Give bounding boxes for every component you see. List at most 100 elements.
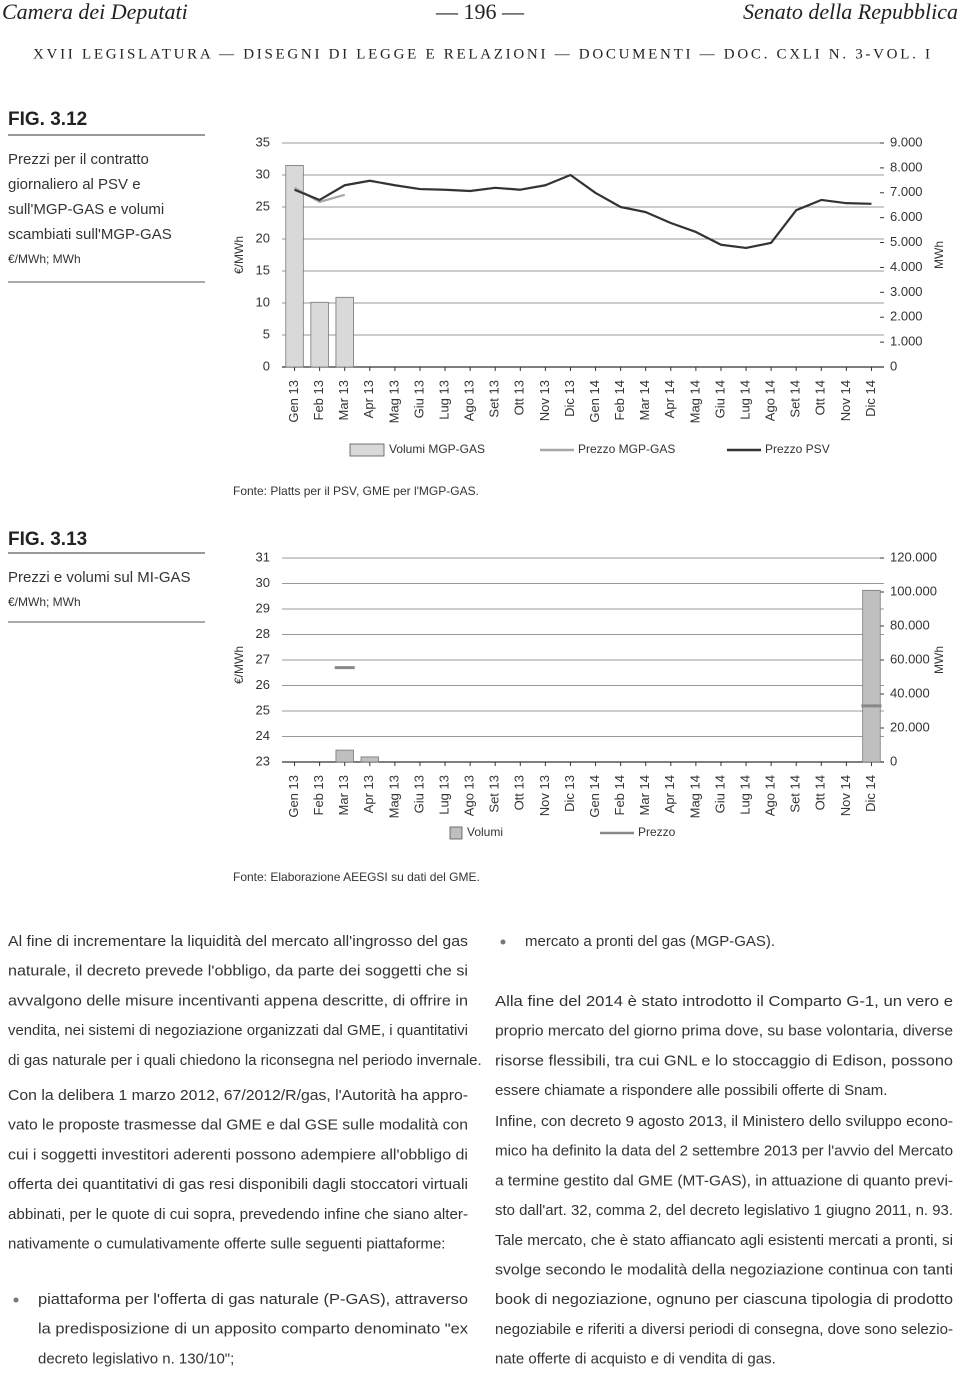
y-tick-label: 30	[256, 575, 270, 590]
y2-tick-label: 7.000	[890, 184, 923, 199]
bar	[862, 589, 881, 763]
bar	[285, 164, 304, 368]
x-tick-label: Mag 14	[687, 775, 702, 818]
body-line: cui i soggetti investitori aderenti poss…	[8, 1146, 468, 1163]
y2-tick-label: 20.000	[890, 719, 930, 734]
y2-tick-label: 40.000	[890, 685, 930, 700]
body-line: di gas naturale per i quali chiedono la …	[8, 1052, 482, 1069]
y-tick-label: 31	[256, 549, 270, 564]
x-tick-label: Ott 13	[512, 380, 527, 415]
x-tick-label: Nov 14	[838, 380, 853, 421]
body-line: book di negoziazione, ognuno per ciascun…	[495, 1291, 953, 1308]
x-tick-label: Apr 14	[662, 380, 677, 418]
legend-swatch	[449, 826, 463, 840]
x-tick-label: Giu 13	[411, 775, 426, 813]
y-tick-label: 26	[256, 677, 270, 692]
body-line: avvalgono delle misure incentivanti appe…	[8, 992, 468, 1009]
y2-tick-label: 0	[890, 358, 897, 373]
bar	[335, 749, 354, 763]
body-line: nate offerte di acquisto e di vendita di…	[495, 1351, 776, 1368]
x-tick-label: Ott 14	[813, 775, 828, 810]
figure-title: scambiati sull'MGP-GAS	[8, 226, 172, 243]
y-tick-label: 28	[256, 626, 270, 641]
y-tick-label: 23	[256, 753, 270, 768]
body-line: risorse flessibili, tra cui GNL e lo sto…	[495, 1052, 953, 1069]
y-tick-label: 25	[256, 198, 270, 213]
body-line: essere chiamate a rispondere alle possib…	[495, 1082, 887, 1099]
y2-tick-label: 80.000	[890, 617, 930, 632]
figure-title: Prezzi e volumi sul MI-GAS	[8, 569, 191, 586]
header-left: Camera dei Deputati	[2, 0, 188, 24]
y2-tick-label: 2.000	[890, 309, 923, 324]
x-tick-label: Lug 14	[737, 380, 752, 420]
body-line: svolge secondo le modalità della negozia…	[495, 1261, 953, 1278]
y-tick-label: 15	[256, 262, 270, 277]
x-tick-label: Mag 13	[386, 775, 401, 818]
legend-label: Volumi MGP-GAS	[389, 442, 485, 456]
body-line: vato le proposte trasmesse dal GME e dal…	[8, 1117, 468, 1134]
x-tick-label: Giu 14	[712, 380, 727, 418]
x-tick-label: Mar 14	[637, 775, 652, 815]
x-tick-label: Mar 14	[637, 380, 652, 420]
body-line: naturale, il decreto prevede l'obbligo, …	[8, 963, 468, 980]
x-tick-label: Ago 14	[763, 380, 778, 421]
y-tick-label: 20	[256, 230, 270, 245]
bar	[360, 756, 379, 763]
y2-tick-label: 8.000	[890, 159, 923, 174]
y2-axis-label: MWh	[932, 241, 946, 269]
x-tick-label: Nov 13	[537, 775, 552, 816]
body-line: Al fine di incrementare la liquidità del…	[8, 933, 468, 950]
x-tick-label: Lug 13	[436, 775, 451, 815]
x-tick-label: Feb 14	[612, 380, 627, 420]
y2-tick-label: 5.000	[890, 234, 923, 249]
y2-tick-label: 0	[890, 753, 897, 768]
body-line: decreto legislativo n. 130/10";	[38, 1350, 234, 1367]
chart-source: Fonte: Platts per il PSV, GME per l'MGP-…	[233, 484, 479, 498]
x-tick-label: Nov 13	[537, 380, 552, 421]
x-tick-label: Lug 13	[436, 380, 451, 420]
legend-label: Prezzo	[638, 825, 676, 839]
x-tick-label: Gen 14	[587, 380, 602, 423]
x-tick-label: Feb 13	[311, 380, 326, 420]
body-line: piattaforma per l'offerta di gas natural…	[38, 1291, 468, 1308]
body-line: abbinati, per le quote di cui sopra, pre…	[8, 1206, 468, 1223]
x-tick-label: Gen 13	[286, 775, 301, 818]
figure-title: giornaliero al PSV e	[8, 176, 141, 193]
line-series	[294, 173, 872, 250]
legend-label: Volumi	[467, 825, 503, 839]
x-tick-label: Giu 14	[712, 775, 727, 813]
figure-subtitle: €/MWh; MWh	[8, 252, 81, 266]
y2-tick-label: 4.000	[890, 259, 923, 274]
x-tick-label: Dic 14	[863, 775, 878, 812]
x-tick-label: Apr 13	[361, 775, 376, 813]
x-tick-label: Dic 13	[562, 775, 577, 812]
x-tick-label: Dic 13	[562, 380, 577, 417]
x-tick-label: Ott 14	[813, 380, 828, 415]
x-tick-label: Lug 14	[737, 775, 752, 815]
x-tick-label: Set 13	[487, 775, 502, 813]
bullet-mark	[500, 939, 506, 945]
x-tick-label: Gen 14	[587, 775, 602, 818]
legend-swatch	[349, 443, 385, 457]
figure-subtitle: €/MWh; MWh	[8, 595, 81, 609]
y-tick-label: 27	[256, 651, 270, 666]
body-line: sto dall'art. 32, comma 2, del decreto l…	[495, 1202, 953, 1219]
y-axis-label: €/MWh	[232, 646, 246, 684]
y2-tick-label: 120.000	[890, 549, 937, 564]
body-line: Tale mercato, che è stato affiancato agl…	[495, 1232, 953, 1249]
y-tick-label: 5	[263, 326, 270, 341]
bullet-mark	[13, 1297, 19, 1303]
y2-tick-label: 1.000	[890, 334, 923, 349]
x-tick-label: Giu 13	[411, 380, 426, 418]
x-tick-label: Ott 13	[512, 775, 527, 810]
y-axis-label: €/MWh	[232, 236, 246, 274]
x-tick-label: Feb 14	[612, 775, 627, 815]
y2-tick-label: 6.000	[890, 209, 923, 224]
body-line: vendita, nei sistemi di negoziazione org…	[8, 1022, 468, 1039]
body-line: Infine, con decreto 9 agosto 2013, il Mi…	[495, 1113, 953, 1130]
body-line: nativamente o cumulativamente offerte su…	[8, 1235, 445, 1252]
y-tick-label: 29	[256, 600, 270, 615]
y2-tick-label: 100.000	[890, 583, 937, 598]
figure-title: Prezzi per il contratto	[8, 151, 149, 168]
